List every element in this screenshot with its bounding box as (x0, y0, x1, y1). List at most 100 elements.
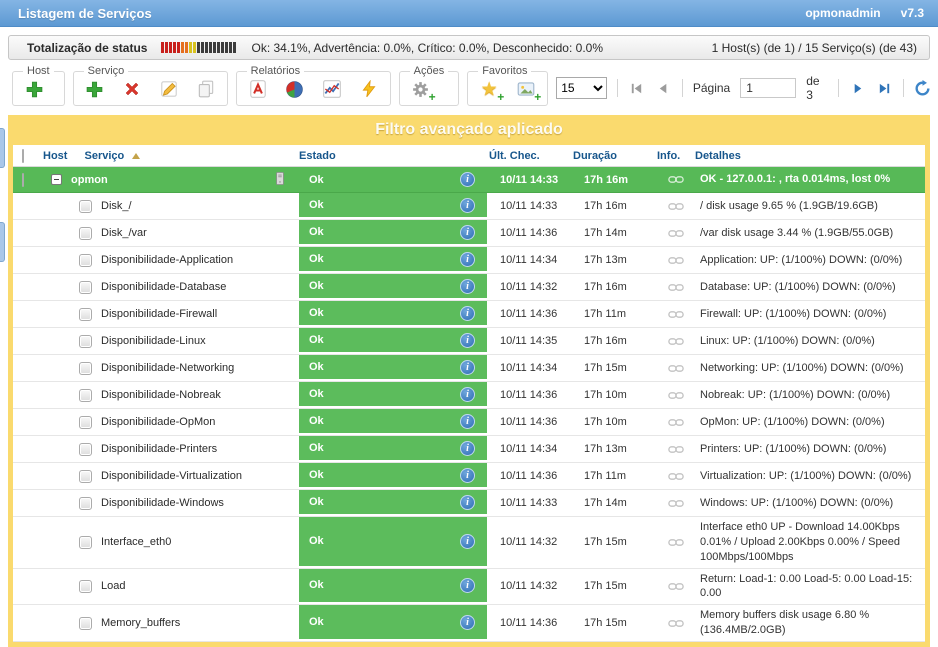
service-info-icon[interactable]: i (460, 225, 475, 240)
service-info-icon[interactable]: i (460, 306, 475, 321)
service-row-checkbox[interactable] (79, 281, 92, 294)
service-info-icon[interactable]: i (460, 252, 475, 267)
service-name[interactable]: Disponibilidade-Database (101, 281, 226, 293)
next-page-button[interactable] (849, 79, 866, 97)
service-row-checkbox[interactable] (79, 580, 92, 593)
edit-service-icon[interactable] (158, 78, 180, 100)
collapse-host-icon[interactable] (51, 174, 62, 185)
service-row[interactable]: Disponibilidade-OpMon Ok i 10/11 14:36 1… (13, 409, 925, 436)
service-link-icon[interactable] (668, 443, 684, 455)
copy-service-icon[interactable] (195, 78, 217, 100)
column-header-service[interactable]: Serviço (85, 150, 125, 162)
service-row-checkbox[interactable] (79, 362, 92, 375)
service-info-icon[interactable]: i (460, 279, 475, 294)
service-link-icon[interactable] (668, 580, 684, 592)
pdf-report-icon[interactable] (247, 78, 269, 100)
service-info-icon[interactable]: i (460, 615, 475, 630)
add-host-icon[interactable] (23, 78, 45, 100)
service-row[interactable]: Disponibilidade-Firewall Ok i 10/11 14:3… (13, 301, 925, 328)
service-name[interactable]: Disponibilidade-Application (101, 254, 233, 266)
service-name[interactable]: Disponibilidade-Firewall (101, 308, 217, 320)
service-link-icon[interactable] (668, 497, 684, 509)
page-number-input[interactable] (740, 78, 796, 98)
add-service-icon[interactable] (84, 78, 106, 100)
service-row[interactable]: Interface_eth0 Ok i 10/11 14:32 17h 15m … (13, 517, 925, 569)
logged-user[interactable]: opmonadmin (805, 6, 880, 20)
service-link-icon[interactable] (668, 281, 684, 293)
host-link-icon[interactable] (668, 174, 684, 186)
service-link-icon[interactable] (668, 227, 684, 239)
column-header-last-check[interactable]: Últ. Chec. (489, 145, 573, 167)
service-name[interactable]: Load (101, 580, 125, 592)
first-page-button[interactable] (628, 79, 645, 97)
previous-page-button[interactable] (655, 79, 672, 97)
service-row[interactable]: Disponibilidade-Database Ok i 10/11 14:3… (13, 274, 925, 301)
service-row-checkbox[interactable] (79, 227, 92, 240)
side-panel-tab-top[interactable] (0, 128, 5, 168)
add-favorite-star-icon[interactable]: ★ (478, 78, 500, 100)
service-link-icon[interactable] (668, 254, 684, 266)
service-link-icon[interactable] (668, 200, 684, 212)
column-header-info[interactable]: Info. (657, 145, 695, 167)
service-info-icon[interactable]: i (460, 198, 475, 213)
service-info-icon[interactable]: i (460, 387, 475, 402)
column-header-duration[interactable]: Duração (573, 145, 657, 167)
page-size-select[interactable]: 15 (556, 77, 607, 99)
pie-chart-report-icon[interactable] (284, 78, 306, 100)
service-link-icon[interactable] (668, 470, 684, 482)
select-all-checkbox[interactable] (22, 149, 24, 163)
service-info-icon[interactable]: i (460, 360, 475, 375)
service-row-checkbox[interactable] (79, 254, 92, 267)
service-row[interactable]: Disponibilidade-Networking Ok i 10/11 14… (13, 355, 925, 382)
service-info-icon[interactable]: i (460, 468, 475, 483)
delete-service-icon[interactable] (121, 78, 143, 100)
host-row-checkbox[interactable] (22, 173, 24, 187)
service-row-checkbox[interactable] (79, 617, 92, 630)
service-info-icon[interactable]: i (460, 333, 475, 348)
service-row[interactable]: Disk_/ Ok i 10/11 14:33 17h 16m / disk u… (13, 193, 925, 220)
service-row-checkbox[interactable] (79, 200, 92, 213)
service-info-icon[interactable]: i (460, 495, 475, 510)
column-header-details[interactable]: Detalhes (695, 145, 925, 167)
service-row[interactable]: Memory_buffers Ok i 10/11 14:36 17h 15m … (13, 605, 925, 642)
service-name[interactable]: Disponibilidade-Networking (101, 362, 234, 374)
lightning-report-icon[interactable] (358, 78, 380, 100)
service-name[interactable]: Disponibilidade-Windows (101, 497, 224, 509)
host-info-icon[interactable]: i (460, 172, 475, 187)
service-link-icon[interactable] (668, 389, 684, 401)
service-link-icon[interactable] (668, 308, 684, 320)
service-info-icon[interactable]: i (460, 414, 475, 429)
service-link-icon[interactable] (668, 362, 684, 374)
service-name[interactable]: Disponibilidade-Virtualization (101, 470, 242, 482)
service-name[interactable]: Memory_buffers (101, 617, 180, 629)
service-row-checkbox[interactable] (79, 536, 92, 549)
service-row[interactable]: Load Ok i 10/11 14:32 17h 15m Return: Lo… (13, 568, 925, 605)
service-row[interactable]: Disponibilidade-Linux Ok i 10/11 14:35 1… (13, 328, 925, 355)
service-row[interactable]: Disponibilidade-Application Ok i 10/11 1… (13, 247, 925, 274)
service-row[interactable]: Disponibilidade-Printers Ok i 10/11 14:3… (13, 436, 925, 463)
service-row[interactable]: Disponibilidade-Windows Ok i 10/11 14:33… (13, 490, 925, 517)
service-link-icon[interactable] (668, 335, 684, 347)
host-name[interactable]: opmon (71, 174, 108, 186)
service-link-icon[interactable] (668, 536, 684, 548)
service-row-checkbox[interactable] (79, 416, 92, 429)
service-name[interactable]: Disponibilidade-OpMon (101, 416, 215, 428)
service-row[interactable]: Disponibilidade-Nobreak Ok i 10/11 14:36… (13, 382, 925, 409)
service-name[interactable]: Disponibilidade-Linux (101, 335, 206, 347)
line-chart-report-icon[interactable] (321, 78, 343, 100)
service-info-icon[interactable]: i (460, 441, 475, 456)
side-panel-tab-bottom[interactable] (0, 222, 5, 262)
service-row[interactable]: Disponibilidade-Virtualization Ok i 10/1… (13, 463, 925, 490)
service-name[interactable]: Disk_/ (101, 200, 132, 212)
column-header-state[interactable]: Estado (299, 145, 489, 167)
add-favorite-view-icon[interactable] (515, 78, 537, 100)
actions-gear-icon[interactable] (410, 78, 432, 100)
service-name[interactable]: Disponibilidade-Printers (101, 443, 217, 455)
refresh-icon[interactable] (914, 79, 931, 97)
service-row-checkbox[interactable] (79, 308, 92, 321)
service-row-checkbox[interactable] (79, 389, 92, 402)
service-info-icon[interactable]: i (460, 578, 475, 593)
last-page-button[interactable] (876, 79, 893, 97)
service-name[interactable]: Disk_/var (101, 227, 147, 239)
column-header-host[interactable]: Host (43, 150, 67, 162)
